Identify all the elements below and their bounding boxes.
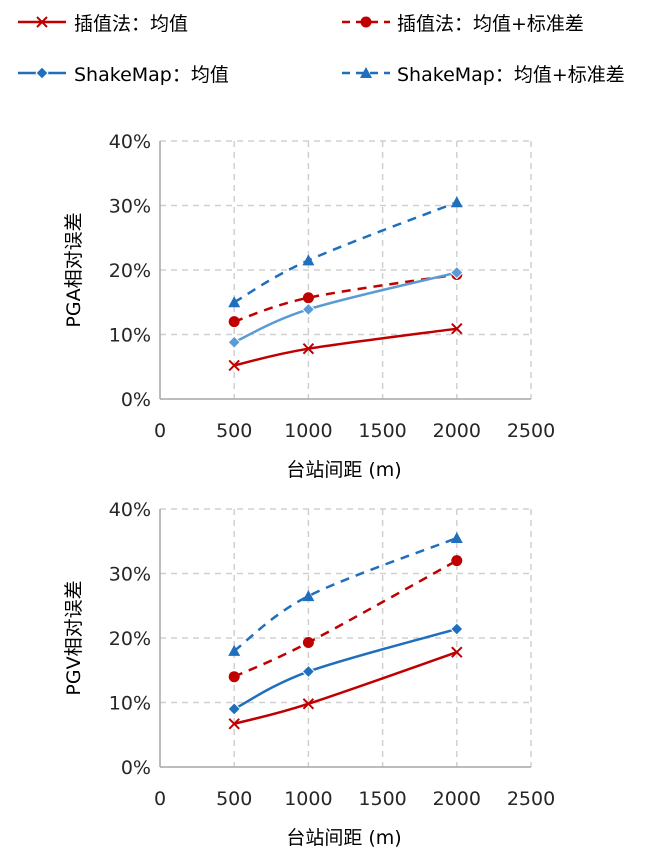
legend-entry-3: ShakeMap：均值 — [18, 64, 229, 86]
pgv-series-2-point-2 — [302, 637, 314, 649]
pga-series-1 — [228, 322, 463, 372]
pga-y-tick-label: 20% — [109, 260, 151, 282]
pga-series-4-line — [233, 201, 458, 304]
pga-y-tick-label: 0% — [121, 389, 151, 411]
pgv-series-1-point-1 — [228, 718, 240, 730]
pga-series-1-point-1 — [228, 359, 240, 372]
pga-x-tick-label: 2000 — [433, 420, 481, 442]
pgv-series-3-point-2 — [301, 664, 316, 679]
legend-entry-2: 插值法：均值+标准差 — [342, 13, 584, 35]
pgv-series-4-point-3 — [450, 532, 463, 544]
legend-marker-3 — [35, 66, 49, 80]
pgv-series-4-line — [233, 536, 458, 652]
pgv-series-4-point-1 — [228, 644, 241, 656]
pga-x-tick-label: 500 — [216, 420, 252, 442]
pgv-series-2-line — [233, 559, 458, 678]
pgv-series-2 — [228, 555, 463, 683]
legend-marker-4 — [360, 67, 372, 78]
pga-series-4-point-3 — [450, 196, 463, 208]
pga-x-tick-label: 1500 — [358, 420, 406, 442]
legend-label-1: 插值法：均值 — [74, 13, 188, 35]
pgv-y-tick-label: 20% — [109, 628, 151, 650]
pga-series-4 — [228, 196, 463, 308]
pga-series-4-point-2 — [302, 254, 315, 266]
pga-y-tick-label: 40% — [109, 131, 151, 153]
pgv-x-tick-label: 2000 — [433, 788, 481, 810]
legend-marker-1 — [36, 16, 48, 28]
legend-marker-2 — [360, 16, 372, 28]
pgv-series-1-line — [233, 651, 458, 725]
pgv-series-3-point-1 — [227, 702, 241, 716]
legend: 插值法：均值 插值法：均值+标准差 ShakeMap：均值 ShakeMap：均… — [18, 13, 625, 86]
pgv-y-tick-label: 0% — [121, 757, 151, 779]
pgv-series-3 — [227, 622, 464, 716]
pgv-series-4 — [228, 532, 463, 656]
legend-label-4: ShakeMap：均值+标准差 — [397, 64, 625, 86]
pga-series-1-point-2 — [302, 342, 315, 355]
pgv-x-tick-label: 500 — [216, 788, 252, 810]
pgv-x-tick-label: 1000 — [284, 788, 332, 810]
pgv-y-tick-label: 30% — [109, 564, 151, 586]
pgv-grid — [160, 508, 532, 767]
pga-series-3 — [227, 265, 464, 349]
pgv-x-tick-label: 0 — [154, 788, 166, 810]
pga-x-tick-label: 1000 — [284, 420, 332, 442]
pga-series-2-point-2 — [302, 292, 314, 304]
pga-x-tick-label: 0 — [154, 420, 166, 442]
legend-label-3: ShakeMap：均值 — [74, 64, 229, 86]
pga-series-4-point-1 — [228, 296, 241, 308]
pgv-x-tick-label: 2500 — [507, 788, 555, 810]
pga-series-1-point-3 — [451, 322, 463, 335]
pgv-series-2-point-3 — [451, 555, 463, 567]
pga-chart: PGA相对误差 台站间距 (m) 0% 10% 20% 30% 40% 0 500 1000 1… — [63, 131, 555, 481]
legend-label-2: 插值法：均值+标准差 — [397, 13, 584, 35]
pga-x-tick-label: 2500 — [507, 420, 555, 442]
pgv-y-tick-label: 10% — [109, 693, 151, 715]
pga-series-1-line — [233, 327, 457, 367]
pga-series-3-point-2 — [301, 302, 316, 317]
pgv-series-2-point-1 — [228, 671, 240, 683]
legend-entry-1: 插值法：均值 — [18, 13, 188, 35]
legend-entry-4: ShakeMap：均值+标准差 — [342, 64, 625, 86]
pgv-x-axis-label: 台站间距 (m) — [286, 827, 401, 849]
pga-series-3-point-3 — [450, 265, 464, 280]
pga-series-2-point-1 — [228, 316, 240, 328]
pga-series-3-point-1 — [227, 335, 241, 349]
pgv-series-1 — [228, 646, 463, 730]
pga-y-tick-label: 10% — [109, 325, 151, 347]
pgv-series-3-line — [233, 627, 458, 711]
pgv-y-tick-label: 40% — [109, 499, 151, 521]
pgv-chart: PGV相对误差 台站间距 (m) 0% 10% 20% 30% 40% 0 500 1000 1… — [63, 499, 555, 849]
pga-x-axis-label: 台站间距 (m) — [286, 459, 401, 481]
pgv-x-tick-label: 1500 — [358, 788, 406, 810]
pgv-series-4-point-2 — [302, 590, 315, 602]
pgv-y-axis-label: PGV相对误差 — [63, 580, 85, 695]
pga-y-tick-label: 30% — [109, 196, 151, 218]
pga-y-axis-label: PGA相对误差 — [63, 212, 85, 327]
pgv-series-1-point-3 — [451, 646, 463, 658]
pgv-series-1-point-2 — [302, 698, 315, 710]
pgv-series-3-point-3 — [450, 622, 464, 636]
pga-grid — [160, 140, 532, 399]
